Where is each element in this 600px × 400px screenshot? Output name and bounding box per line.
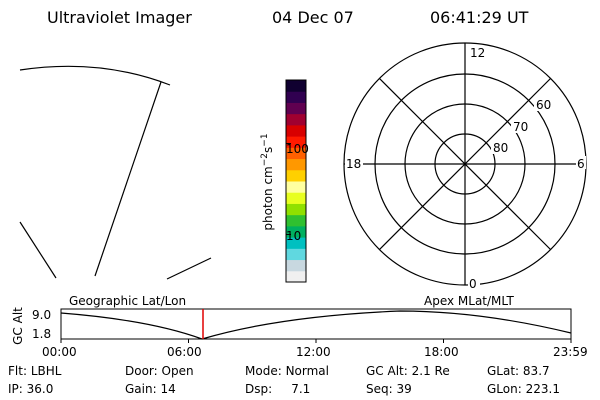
glon-value: 223.1 [525, 382, 560, 396]
gcalt-key: GC Alt: [366, 364, 408, 378]
mlt-label-18: 18 [346, 157, 361, 171]
colorbar [285, 79, 307, 283]
colorbar-tick-100: 100 [286, 142, 309, 156]
flt-value: LBHL [30, 364, 62, 378]
colorbar-segment [286, 192, 306, 204]
lat-label-60: 60 [536, 98, 551, 112]
door-value: Open [161, 364, 194, 378]
colorbar-frame [285, 79, 307, 283]
flt-field: Flt: LBHL [8, 364, 61, 378]
dsp-field: Dsp: 7.1 [245, 382, 310, 396]
mlt-label-12: 12 [470, 46, 485, 60]
y-tick-1-8: 1.8 [32, 327, 52, 341]
colorbar-segment [286, 102, 306, 115]
map-meridian-1 [94, 81, 162, 277]
colorbar-segment [286, 225, 306, 238]
timeline-frame [60, 308, 572, 340]
colorbar-segment [286, 80, 306, 92]
seq-field: Seq: 39 [366, 382, 412, 396]
mlt-label-6: 6 [577, 157, 585, 171]
altitude-curve [60, 310, 572, 340]
colorbar-segment [286, 147, 306, 160]
colorbar-segment [286, 169, 306, 182]
glat-field: GLat: 83.7 [487, 364, 550, 378]
colorbar-tick-10: 10 [286, 229, 302, 243]
colorbar-segment [286, 237, 306, 249]
colorbar-segment [286, 158, 306, 171]
gain-key: Gain: [125, 382, 157, 396]
x-tick-2359: 23:59 [553, 345, 588, 359]
gcalt-field: GC Alt: 2.1 Re [366, 364, 450, 378]
ip-field: IP: 36.0 [8, 382, 53, 396]
door-field: Door: Open [125, 364, 194, 378]
map-meridian-3 [166, 257, 212, 280]
colorbar-segment [286, 203, 306, 216]
colorbar-segment [286, 91, 306, 103]
x-tick-0600: 06:00 [167, 345, 202, 359]
dsp-key: Dsp: [245, 382, 273, 396]
seq-value: 39 [396, 382, 412, 396]
x-tick-0000: 00:00 [42, 345, 77, 359]
dsp-value: 7.1 [291, 382, 311, 396]
polar-diag-2 [379, 78, 551, 250]
date-label: 04 Dec 07 [272, 8, 354, 27]
glat-key: GLat: [487, 364, 520, 378]
y-tick-9: 9.0 [32, 308, 52, 322]
x-tick-1800: 18:00 [424, 345, 459, 359]
colorbar-label: photon cm−2s−1 [260, 133, 275, 230]
gcalt-value: 2.1 Re [411, 364, 450, 378]
polar-plot [343, 42, 587, 286]
colorbar-segment [286, 259, 306, 272]
colorbar-segment [286, 181, 306, 193]
mode-key: Mode: [245, 364, 282, 378]
colorbar-segment [286, 113, 306, 126]
flt-key: Flt: [8, 364, 27, 378]
glon-key: GLon: [487, 382, 522, 396]
timeline-panel [60, 308, 572, 343]
glon-field: GLon: 223.1 [487, 382, 560, 396]
x-tick-1200: 12:00 [296, 345, 331, 359]
colorbar-segment [286, 248, 306, 261]
colorbar-segment [286, 124, 306, 137]
ip-value: 36.0 [26, 382, 54, 396]
gain-value: 14 [160, 382, 176, 396]
door-key: Door: [125, 364, 158, 378]
timeline-ticks [60, 339, 572, 343]
colorbar-segment [286, 270, 306, 283]
lat-label-70: 70 [513, 120, 528, 134]
geographic-map [19, 65, 212, 280]
timeline-right-label: Apex MLat/MLT [424, 294, 514, 308]
timeline-left-label: Geographic Lat/Lon [69, 294, 187, 308]
lat-label-80: 80 [493, 141, 508, 155]
mode-field: Mode: Normal [245, 364, 329, 378]
mode-value: Normal [285, 364, 329, 378]
ip-key: IP: [8, 382, 23, 396]
map-meridian-2 [19, 221, 57, 279]
map-arc [19, 65, 171, 86]
time-label: 06:41:29 UT [430, 8, 529, 27]
seq-key: Seq: [366, 382, 393, 396]
glat-value: 83.7 [522, 364, 550, 378]
colorbar-segment [286, 214, 306, 227]
gain-field: Gain: 14 [125, 382, 176, 396]
instrument-title: Ultraviolet Imager [47, 8, 192, 27]
timeline-y-title: GC Alt [11, 307, 25, 345]
mlt-label-0: 0 [469, 277, 477, 291]
colorbar-segment [286, 136, 306, 148]
